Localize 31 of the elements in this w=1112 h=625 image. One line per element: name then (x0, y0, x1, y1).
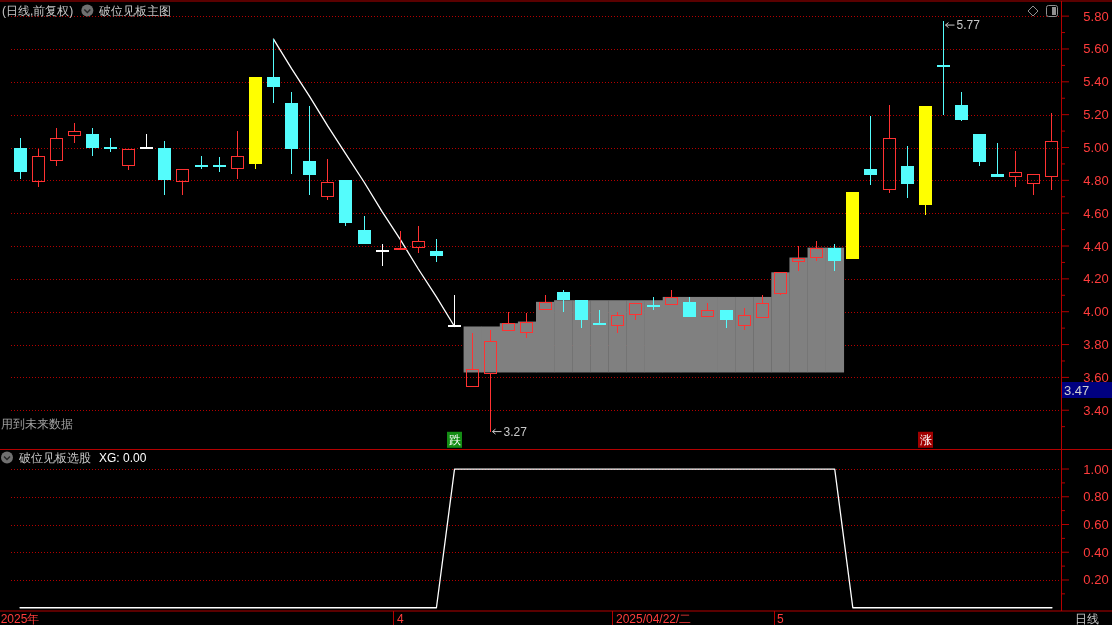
chart-title: (日线,前复权) (2, 3, 74, 18)
value-label: 3.27 (492, 424, 527, 439)
x-tick-label: 2025/04/22/二 (615, 611, 692, 625)
y-tick-label: 5.40 (1083, 74, 1109, 90)
y-tick-label: 5.80 (1083, 8, 1109, 24)
y-tick-label: 4.00 (1083, 304, 1109, 320)
y-tick-label: 0.60 (1083, 517, 1109, 533)
y-tick-label: 0.20 (1083, 572, 1109, 588)
value-label: 5.77 (945, 18, 980, 33)
chart-subtitle: 破位见板主图 (98, 3, 172, 18)
x-tick-label: 2025年 (0, 611, 40, 625)
y-tick-label: 4.60 (1083, 205, 1109, 221)
x-tick-label: 5 (777, 611, 785, 625)
x-tick-label: 4 (396, 611, 404, 625)
y-tick-label: 1.00 (1083, 461, 1109, 477)
annotation: 3.47 (1062, 382, 1112, 398)
y-tick-label: 5.00 (1083, 140, 1109, 155)
y-tick-label: 4.80 (1083, 172, 1109, 188)
y-tick-label: 3.40 (1083, 402, 1109, 418)
y-tick-label: 0.40 (1083, 544, 1109, 560)
chart-title: 破位见板选股 (18, 450, 91, 465)
y-tick-label: 5.60 (1083, 41, 1109, 57)
y-tick-label: 0.80 (1083, 489, 1109, 505)
y-tick-label: 5.20 (1083, 107, 1109, 123)
y-tick-label: 3.60 (1083, 369, 1109, 385)
annotation: 日线 (1075, 611, 1099, 625)
chart-subtitle: XG: 0.00 (99, 450, 147, 465)
y-tick-label: 3.80 (1083, 337, 1109, 353)
y-tick-label: 4.20 (1083, 271, 1109, 287)
y-tick-label: 4.40 (1083, 238, 1109, 254)
annotation: 用到未来数据 (1, 417, 73, 431)
